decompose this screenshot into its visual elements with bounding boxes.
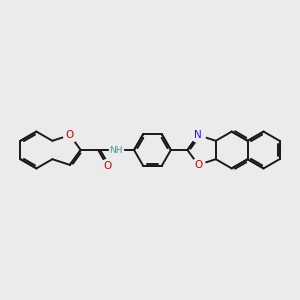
Text: O: O bbox=[194, 160, 202, 170]
Text: O: O bbox=[103, 161, 112, 171]
Text: NH: NH bbox=[109, 146, 122, 154]
Text: N: N bbox=[194, 130, 202, 140]
Text: O: O bbox=[66, 130, 74, 140]
